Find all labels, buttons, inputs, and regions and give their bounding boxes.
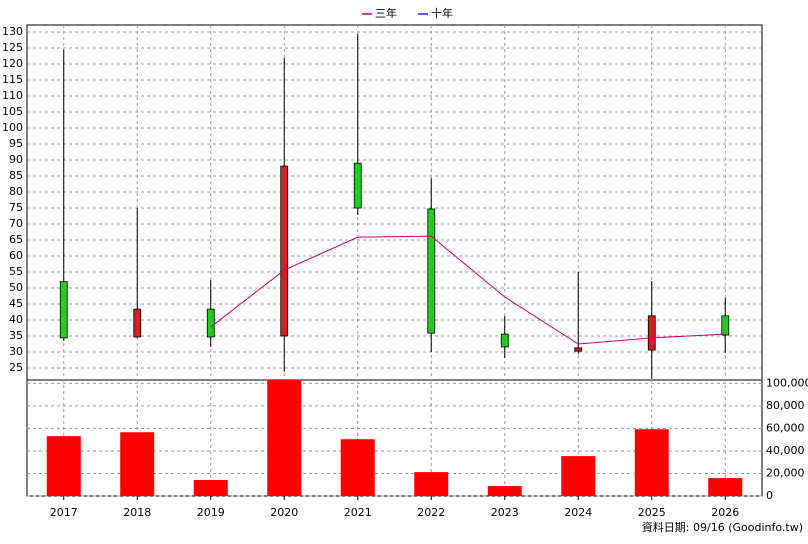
volume-bar <box>46 436 81 496</box>
y-tick-label: 45 <box>9 297 23 310</box>
candle-body <box>500 333 509 348</box>
candle-body <box>427 208 436 334</box>
y-tick-label: 40 <box>9 313 23 326</box>
candle-body <box>206 308 215 338</box>
x-tick-label: 2022 <box>417 506 445 519</box>
y2-tick-label: 40,000 <box>766 444 805 457</box>
y-tick-label: 120 <box>2 57 23 70</box>
y2-tick-label: 100,000 <box>766 376 808 389</box>
volume-bar <box>561 456 596 496</box>
x-tick-label: 2024 <box>564 506 592 519</box>
volume-bar <box>414 472 449 496</box>
y-tick-label: 70 <box>9 217 23 230</box>
y-tick-label: 105 <box>2 105 23 118</box>
volume-bar <box>708 478 743 496</box>
volume-bar <box>193 480 228 496</box>
y-tick-label: 25 <box>9 361 23 374</box>
candle-body <box>353 162 362 209</box>
y-tick-label: 90 <box>9 153 23 166</box>
legend-label: 三年 <box>375 6 397 20</box>
x-tick-label: 2021 <box>344 506 372 519</box>
y2-tick-label: 80,000 <box>766 399 805 412</box>
candle-body <box>721 315 730 336</box>
volume-bar <box>340 439 375 496</box>
y-tick-label: 50 <box>9 281 23 294</box>
x-tick-label: 2020 <box>270 506 298 519</box>
volume-bar <box>487 486 522 496</box>
y-tick-label: 65 <box>9 233 23 246</box>
candle-body <box>280 165 289 337</box>
y-tick-label: 55 <box>9 265 23 278</box>
candle-body <box>647 315 656 351</box>
x-tick-label: 2025 <box>638 506 666 519</box>
volume-bar <box>120 432 155 496</box>
y-tick-label: 95 <box>9 137 23 150</box>
y-tick-label: 60 <box>9 249 23 262</box>
y-tick-label: 100 <box>2 121 23 134</box>
x-tick-label: 2018 <box>123 506 151 519</box>
y-tick-label: 125 <box>2 41 23 54</box>
line-series <box>210 235 726 345</box>
x-tick-label: 2017 <box>50 506 78 519</box>
y-tick-label: 80 <box>9 185 23 198</box>
y-tick-label: 110 <box>2 89 23 102</box>
y-tick-label: 35 <box>9 329 23 342</box>
x-tick-label: 2023 <box>491 506 519 519</box>
footer: 資料日期: 09/16 (Goodinfo.tw) <box>642 520 803 534</box>
y2-tick-label: 0 <box>766 489 773 502</box>
volume-bar <box>267 380 302 496</box>
candle-body <box>59 281 68 339</box>
y2-tick-label: 20,000 <box>766 466 805 479</box>
x-tick-label: 2019 <box>197 506 225 519</box>
candle-body <box>133 308 142 338</box>
y-tick-label: 130 <box>2 25 23 38</box>
volume-bar <box>634 429 669 496</box>
legend-label: 十年 <box>431 6 453 20</box>
y-tick-label: 85 <box>9 169 23 182</box>
y-tick-label: 30 <box>9 345 23 358</box>
candle-body <box>574 347 583 352</box>
y2-tick-label: 60,000 <box>766 421 805 434</box>
y-tick-label: 75 <box>9 201 23 214</box>
x-tick-label: 2026 <box>711 506 739 519</box>
y-tick-label: 115 <box>2 73 23 86</box>
